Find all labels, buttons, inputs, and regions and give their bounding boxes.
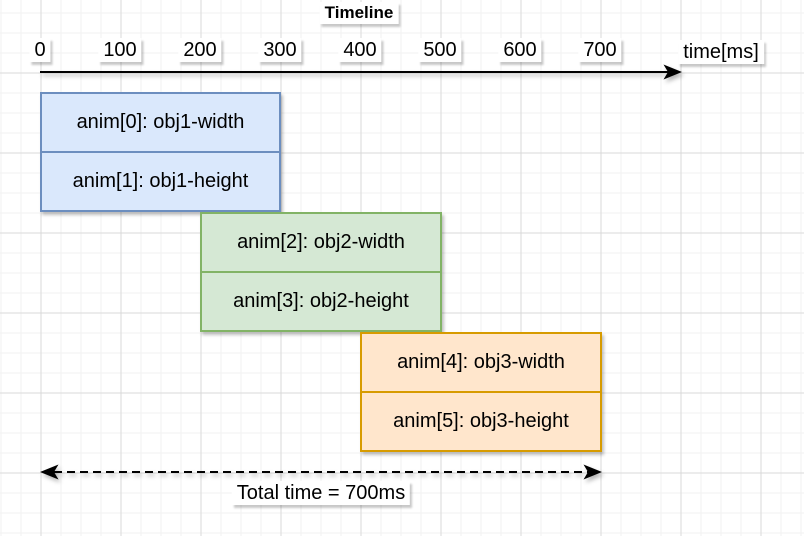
timeline-axis-arrow [40, 64, 682, 80]
axis-unit-label: time[ms] [678, 40, 764, 64]
axis-tick-label-700: 700 [578, 38, 622, 62]
total-time-label: Total time = 700ms [231, 481, 411, 505]
total-arrowhead-right-icon [583, 464, 602, 480]
axis-tick-label-400: 400 [338, 38, 382, 62]
anim-bar-3: anim[3]: obj2-height [200, 271, 442, 332]
anim-bar-label: anim[5]: obj3-height [393, 410, 569, 432]
anim-bar-label: anim[1]: obj1-height [72, 170, 249, 192]
anim-bar-2: anim[2]: obj2-width [200, 212, 442, 273]
anim-bar-label: anim[0]: obj1-width [76, 111, 245, 133]
track-obj2: anim[2]: obj2-width anim[3]: obj2-height [200, 212, 442, 332]
axis-tick-label-300: 300 [258, 38, 302, 62]
anim-bar-label: anim[2]: obj2-width [237, 231, 405, 253]
axis-tick-label-100: 100 [98, 38, 142, 62]
total-duration-arrow [40, 464, 602, 480]
axis-tick-label-0: 0 [29, 38, 51, 62]
axis-tick-label-600: 600 [498, 38, 542, 62]
diagram-title: Timeline [319, 2, 399, 24]
axis-arrowhead-icon [663, 64, 682, 80]
track-obj3: anim[4]: obj3-width anim[5]: obj3-height [360, 332, 602, 452]
axis-tick-label-200: 200 [178, 38, 222, 62]
anim-bar-1: anim[1]: obj1-height [40, 151, 281, 212]
anim-bar-5: anim[5]: obj3-height [360, 391, 602, 452]
anim-bar-label: anim[3]: obj2-height [233, 290, 409, 312]
anim-bar-0: anim[0]: obj1-width [40, 92, 281, 153]
track-obj1: anim[0]: obj1-width anim[1]: obj1-height [40, 92, 281, 212]
axis-tick-label-500: 500 [418, 38, 462, 62]
anim-bar-label: anim[4]: obj3-width [397, 351, 565, 373]
total-arrowhead-left-icon [40, 464, 59, 480]
anim-bar-4: anim[4]: obj3-width [360, 332, 602, 393]
